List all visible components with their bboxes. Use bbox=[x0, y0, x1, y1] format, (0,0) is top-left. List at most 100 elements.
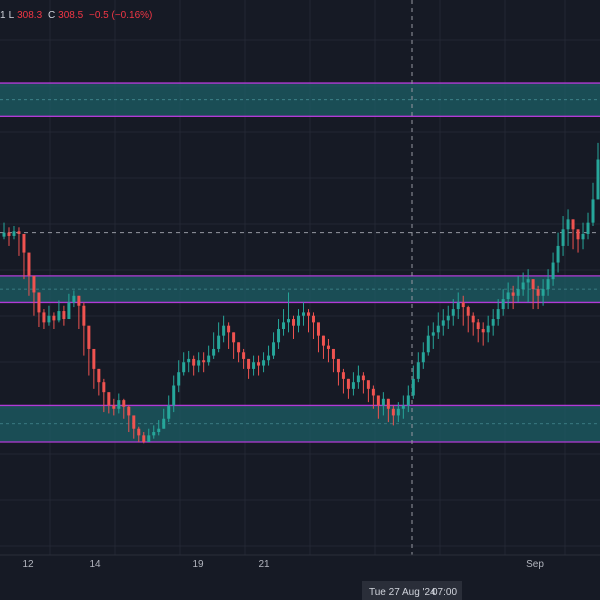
candle-14 bbox=[72, 290, 76, 308]
candle-56 bbox=[282, 309, 286, 336]
candle-71 bbox=[356, 365, 360, 389]
candle-body-37 bbox=[187, 358, 191, 363]
candle-78 bbox=[391, 405, 395, 426]
candle-3 bbox=[17, 227, 21, 256]
candle-body-40 bbox=[202, 360, 206, 363]
candle-body-25 bbox=[127, 406, 131, 416]
candle-22 bbox=[112, 398, 116, 416]
candle-body-101 bbox=[506, 292, 510, 300]
candle-95 bbox=[476, 319, 480, 343]
candle-body-24 bbox=[122, 400, 126, 407]
candle-112 bbox=[561, 216, 565, 256]
candle-body-3 bbox=[17, 231, 21, 234]
candle-39 bbox=[197, 352, 201, 373]
crosshair-time-value: 07:00 bbox=[432, 587, 457, 598]
candle-body-89 bbox=[446, 315, 450, 321]
candle-body-93 bbox=[466, 307, 470, 316]
candle-59 bbox=[297, 309, 301, 333]
candle-63 bbox=[316, 322, 320, 353]
candle-body-74 bbox=[371, 388, 375, 396]
candle-36 bbox=[182, 352, 186, 376]
candle-15 bbox=[77, 295, 81, 330]
candle-40 bbox=[202, 352, 206, 373]
candle-body-58 bbox=[292, 319, 296, 326]
candle-body-115 bbox=[576, 229, 580, 240]
candle-body-117 bbox=[586, 222, 590, 234]
candle-body-54 bbox=[272, 342, 276, 356]
candle-81 bbox=[406, 385, 410, 413]
candle-body-44 bbox=[222, 325, 226, 336]
candle-118 bbox=[591, 182, 595, 226]
candle-27 bbox=[137, 426, 141, 443]
x-tick-label-1: 14 bbox=[89, 559, 101, 570]
candle-49 bbox=[247, 358, 251, 379]
candle-body-14 bbox=[72, 295, 76, 303]
candle-37 bbox=[187, 350, 191, 373]
candle-body-67 bbox=[336, 358, 340, 373]
candle-66 bbox=[331, 348, 335, 373]
candle-85 bbox=[426, 325, 430, 356]
candle-75 bbox=[376, 395, 380, 419]
candle-77 bbox=[386, 398, 390, 423]
candle-body-103 bbox=[516, 289, 520, 296]
candle-98 bbox=[491, 309, 495, 336]
candle-body-96 bbox=[481, 329, 485, 333]
candle-body-108 bbox=[541, 289, 545, 296]
candle-0 bbox=[2, 222, 6, 240]
candle-115 bbox=[576, 229, 580, 253]
candle-body-28 bbox=[142, 435, 146, 443]
candle-106 bbox=[531, 279, 535, 310]
candle-body-78 bbox=[391, 408, 395, 416]
candle-4 bbox=[22, 233, 26, 280]
candle-1 bbox=[7, 227, 11, 246]
candle-body-62 bbox=[311, 315, 315, 323]
candle-89 bbox=[446, 305, 450, 330]
candle-19 bbox=[97, 368, 101, 396]
candle-107 bbox=[536, 285, 540, 310]
candle-body-119 bbox=[596, 159, 600, 200]
candle-84 bbox=[421, 342, 425, 369]
candle-body-112 bbox=[561, 229, 565, 246]
x-tick-label-2: 19 bbox=[192, 559, 204, 570]
candle-88 bbox=[441, 309, 445, 336]
candle-body-90 bbox=[451, 309, 455, 316]
candle-body-111 bbox=[556, 245, 560, 263]
candle-34 bbox=[172, 375, 176, 413]
candle-body-110 bbox=[551, 262, 555, 280]
candle-body-55 bbox=[277, 329, 281, 343]
time-axis-background bbox=[0, 555, 600, 600]
candle-5 bbox=[27, 252, 31, 296]
candle-47 bbox=[237, 342, 241, 363]
candle-body-20 bbox=[102, 382, 106, 393]
candle-body-84 bbox=[421, 352, 425, 363]
candle-43 bbox=[217, 322, 221, 353]
candle-16 bbox=[82, 302, 86, 356]
candle-body-8 bbox=[42, 312, 46, 323]
candle-body-43 bbox=[217, 335, 221, 349]
candle-body-79 bbox=[396, 408, 400, 416]
candle-body-41 bbox=[207, 355, 211, 363]
candle-body-52 bbox=[262, 360, 266, 366]
candle-body-113 bbox=[566, 219, 570, 230]
crosshair-time-box bbox=[362, 581, 462, 600]
candle-body-16 bbox=[82, 305, 86, 326]
candle-35 bbox=[177, 360, 181, 393]
candle-8 bbox=[42, 309, 46, 330]
candle-body-2 bbox=[12, 231, 16, 236]
candle-30 bbox=[152, 425, 156, 439]
candle-body-57 bbox=[287, 319, 291, 323]
candle-60 bbox=[301, 302, 305, 326]
legend-low-value: 308.3 bbox=[17, 10, 43, 21]
candle-body-102 bbox=[511, 292, 515, 296]
candle-body-49 bbox=[247, 358, 251, 369]
candle-80 bbox=[401, 395, 405, 419]
candle-body-1 bbox=[7, 232, 11, 236]
candle-93 bbox=[466, 305, 470, 333]
candle-117 bbox=[586, 212, 590, 240]
candle-55 bbox=[277, 319, 281, 349]
candle-body-99 bbox=[496, 309, 500, 320]
candle-body-34 bbox=[172, 385, 176, 406]
candle-body-92 bbox=[461, 302, 465, 308]
